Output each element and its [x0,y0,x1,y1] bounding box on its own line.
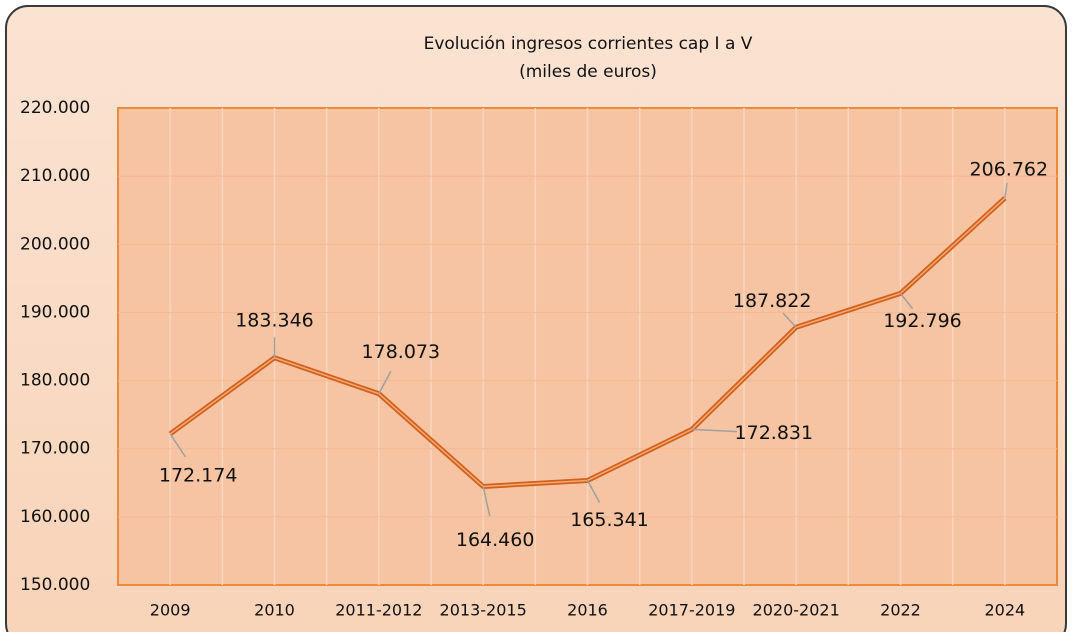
leader-line [899,292,914,310]
line-highlight [169,197,1006,488]
y-tick-label: 160.000 [20,507,90,527]
x-tick-label: 2010 [254,601,295,620]
data-label: 183.346 [235,309,314,331]
chart-subtitle: (miles de euros) [519,62,657,82]
x-tick-label: 2013-2015 [440,601,527,620]
y-tick-label: 150.000 [20,575,90,595]
x-tick-label: 2011-2012 [335,601,422,620]
data-label: 172.174 [159,464,238,486]
data-label: 187.822 [733,290,812,312]
y-tick-label: 200.000 [20,234,90,254]
leader-line [691,428,737,433]
leader-line [1004,182,1008,199]
x-tick-label: 2020-2021 [753,601,840,620]
data-label: 165.341 [570,509,649,531]
x-tick-label: 2024 [984,601,1025,620]
data-label: 164.460 [456,529,535,551]
x-tick-label: 2017-2019 [648,601,735,620]
data-label: 206.762 [970,159,1049,181]
leader-line [169,433,187,458]
leader-line [378,370,392,395]
x-tick-label: 2009 [150,601,191,620]
y-tick-label: 180.000 [20,371,90,391]
data-label: 192.796 [883,310,962,332]
y-tick-label: 210.000 [20,166,90,186]
chart-title: Evolución ingresos corrientes cap I a V [424,34,753,54]
leader-line [482,486,491,517]
leader-line [586,480,601,503]
leader-line [782,312,797,328]
data-label: 178.073 [362,341,441,363]
x-tick-label: 2022 [880,601,921,620]
y-tick-label: 190.000 [20,302,90,322]
y-tick-label: 220.000 [20,98,90,118]
data-label: 172.831 [735,422,814,444]
y-tick-label: 170.000 [20,439,90,459]
x-tick-label: 2016 [567,601,608,620]
